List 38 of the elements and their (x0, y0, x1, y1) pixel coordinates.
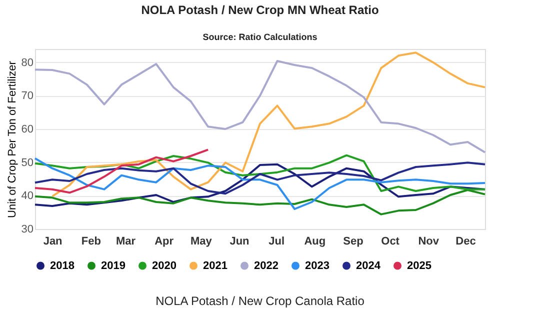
y-axis-title: Unit of Crop Per Ton of Fertilizer (6, 60, 18, 218)
x-tick-label: Jul (268, 236, 285, 248)
x-tick-label: Nov (418, 236, 440, 248)
x-tick-label: May (190, 236, 213, 248)
x-tick-label: Oct (381, 236, 400, 248)
chart-title: NOLA Potash / New Crop MN Wheat Ratio (141, 3, 379, 17)
line-series (34, 148, 210, 194)
legend-label: 2019 (101, 260, 126, 272)
y-tick-label: 50 (21, 156, 34, 169)
legend-label: 2024 (356, 260, 382, 272)
legend-label: 2023 (305, 260, 330, 272)
legend-label: 2021 (203, 260, 228, 272)
y-tick-label: 80 (21, 56, 34, 69)
y-tick-label: 60 (21, 124, 34, 136)
x-tick-label: Jun (230, 236, 250, 248)
y-tick-label: 70 (21, 90, 34, 102)
x-tick-label: Jan (43, 236, 63, 248)
legend-label: 2020 (152, 260, 176, 272)
line-series (34, 157, 486, 210)
legend-label: 2022 (254, 260, 278, 272)
line-series (34, 154, 486, 192)
line-series (34, 162, 486, 195)
line-series (34, 163, 486, 207)
line-series (34, 189, 486, 216)
legend-label: 2018 (50, 260, 74, 272)
x-tick-label: Dec (456, 236, 476, 248)
line-series (51, 52, 486, 198)
x-tick-label: Aug (304, 236, 326, 248)
x-tick-label: Apr (154, 236, 174, 248)
legend-label: 2025 (407, 260, 432, 272)
line-series (34, 60, 486, 154)
x-tick-label: Sep (343, 236, 364, 248)
y-tick-label: 30 (21, 224, 34, 236)
x-tick-label: Mar (116, 236, 136, 248)
y-tick-label: 40 (21, 190, 34, 202)
text: NOLA Potash / New Crop Canola Ratio (156, 294, 365, 308)
source-note: Source: Ratio Calculations (202, 32, 318, 42)
x-tick-label: Feb (81, 236, 102, 248)
